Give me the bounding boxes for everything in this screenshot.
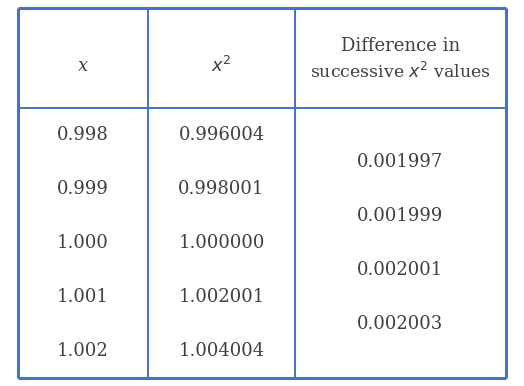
Text: $x^2$: $x^2$ [211, 56, 232, 76]
Text: 0.002001: 0.002001 [357, 261, 444, 279]
Text: 0.996004: 0.996004 [178, 126, 265, 144]
Text: x: x [78, 57, 88, 75]
Text: 1.004004: 1.004004 [179, 342, 265, 360]
Text: 0.001997: 0.001997 [357, 153, 444, 171]
Text: 0.002003: 0.002003 [357, 315, 444, 333]
Text: successive $x^2$ values: successive $x^2$ values [310, 62, 491, 82]
Text: 0.998: 0.998 [57, 126, 109, 144]
Text: 0.001999: 0.001999 [357, 207, 444, 225]
Text: 1.000000: 1.000000 [178, 234, 265, 252]
Text: Difference in: Difference in [341, 37, 460, 55]
Text: 1.000: 1.000 [57, 234, 109, 252]
Text: 1.002: 1.002 [57, 342, 109, 360]
Text: 0.998001: 0.998001 [178, 180, 265, 198]
Text: 1.002001: 1.002001 [178, 288, 265, 306]
Text: 0.999: 0.999 [57, 180, 109, 198]
Text: 1.001: 1.001 [57, 288, 109, 306]
